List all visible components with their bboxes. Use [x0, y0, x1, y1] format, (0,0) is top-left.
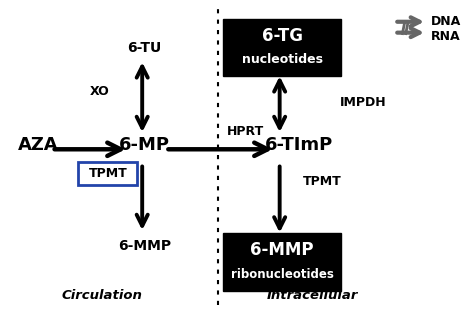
Text: AZA: AZA: [18, 136, 58, 154]
Bar: [223, 233, 341, 291]
Text: Intracellular: Intracellular: [267, 289, 358, 302]
Text: ribonucleotides: ribonucleotides: [230, 268, 334, 281]
Text: TPMT: TPMT: [303, 175, 342, 188]
Bar: [78, 162, 137, 185]
Text: HPRT: HPRT: [227, 125, 264, 138]
Text: nucleotides: nucleotides: [242, 53, 322, 66]
Text: XO: XO: [90, 85, 109, 98]
Text: IMPDH: IMPDH: [340, 95, 387, 109]
Text: 6-MMP: 6-MMP: [118, 239, 171, 253]
Text: Circulation: Circulation: [62, 289, 142, 302]
Text: 6-TImP: 6-TImP: [264, 136, 333, 154]
Text: DNA: DNA: [431, 15, 462, 28]
Text: TPMT: TPMT: [89, 167, 127, 180]
Text: 6-TG: 6-TG: [262, 27, 302, 44]
Text: 6-TU: 6-TU: [128, 41, 162, 55]
Text: 6-MMP: 6-MMP: [250, 241, 314, 259]
Text: RNA: RNA: [431, 30, 461, 43]
Bar: [223, 19, 341, 76]
Text: 6-MP: 6-MP: [119, 136, 170, 154]
